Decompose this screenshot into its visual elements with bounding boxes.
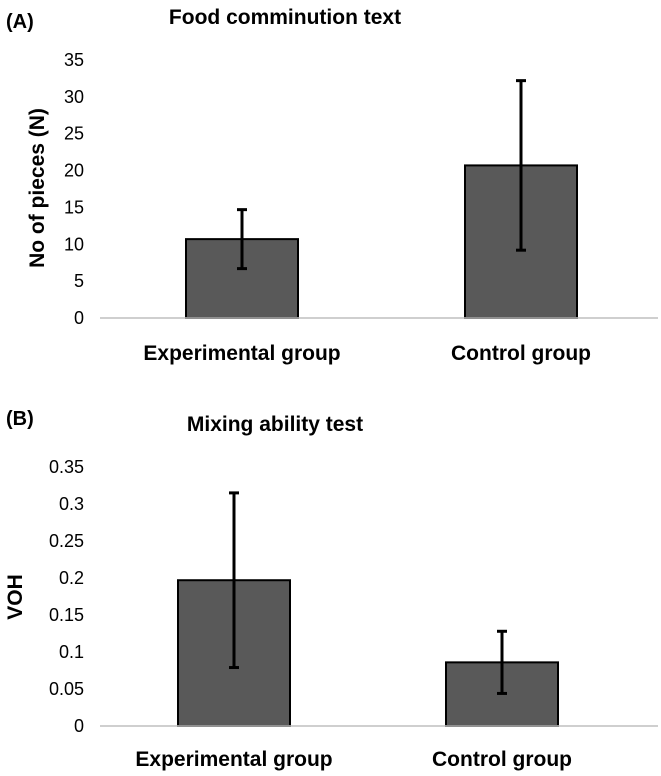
category-label: Control group bbox=[451, 342, 591, 365]
y-tick-label: 35 bbox=[64, 50, 84, 70]
y-tick-label: 20 bbox=[64, 161, 84, 181]
y-tick-label: 15 bbox=[64, 197, 84, 217]
y-axis-title: No of pieces (N) bbox=[26, 108, 49, 268]
y-tick-label: 0 bbox=[74, 308, 84, 328]
y-tick-label: 0.15 bbox=[49, 605, 84, 625]
chart-title: Food comminution text bbox=[169, 6, 401, 29]
y-tick-label: 0.3 bbox=[59, 494, 84, 514]
chart-title: Mixing ability test bbox=[187, 413, 363, 436]
y-tick-label: 0.35 bbox=[49, 457, 84, 477]
panel-label: (A) bbox=[6, 11, 34, 33]
y-axis-title: VOH bbox=[4, 574, 27, 620]
panel-label: (B) bbox=[6, 408, 34, 430]
y-tick-label: 30 bbox=[64, 87, 84, 107]
y-tick-label: 5 bbox=[74, 271, 84, 291]
y-tick-label: 0.2 bbox=[59, 568, 84, 588]
category-label: Experimental group bbox=[143, 342, 340, 365]
y-tick-label: 0.05 bbox=[49, 679, 84, 699]
y-tick-label: 10 bbox=[64, 234, 84, 254]
y-tick-label: 0.1 bbox=[59, 642, 84, 662]
y-tick-label: 0 bbox=[74, 716, 84, 736]
category-label: Control group bbox=[432, 748, 572, 771]
y-tick-label: 25 bbox=[64, 124, 84, 144]
y-tick-label: 0.25 bbox=[49, 531, 84, 551]
category-label: Experimental group bbox=[135, 748, 332, 771]
